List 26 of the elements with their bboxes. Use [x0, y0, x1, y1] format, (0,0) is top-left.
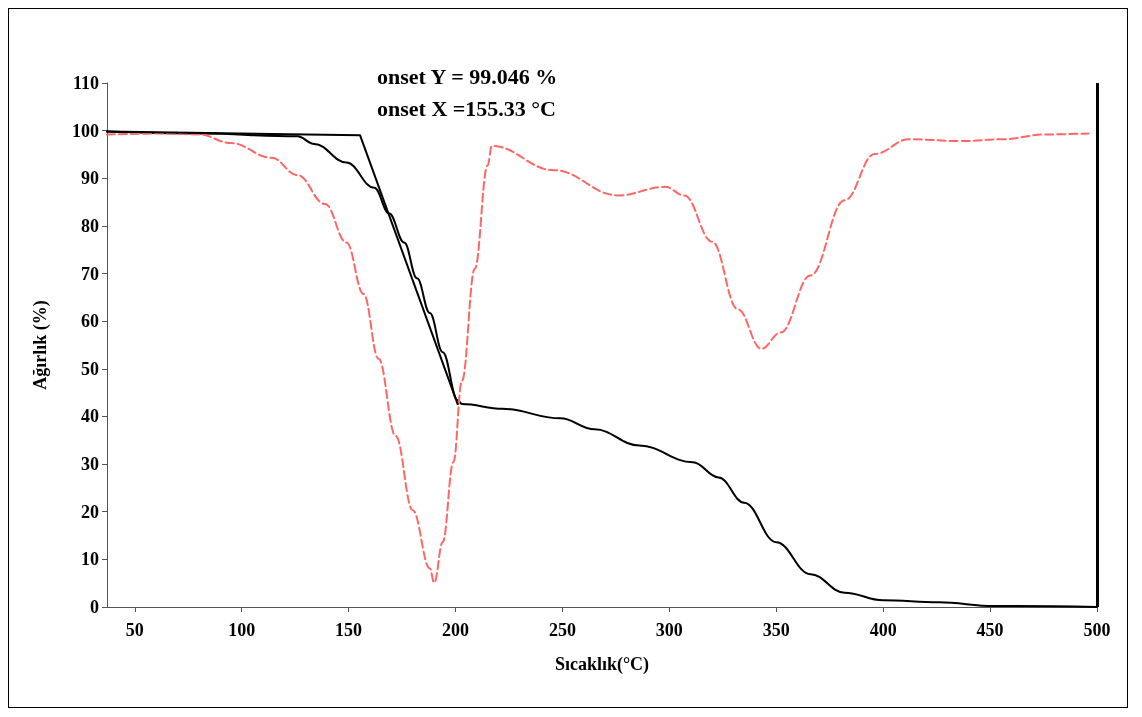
x-tick-label: 250	[548, 620, 576, 640]
y-tick-label: 30	[81, 454, 99, 475]
x-tick-label: 200	[442, 620, 470, 640]
y-tick-label: 10	[81, 549, 99, 570]
y-tick-label: 80	[81, 215, 99, 236]
y-tick-label: 20	[81, 501, 99, 522]
y-tick-label: 100	[72, 120, 99, 141]
x-tick-label: 300	[655, 620, 683, 640]
y-tick-label: 40	[81, 406, 99, 427]
y-tick-label: 0	[90, 597, 99, 617]
x-tick-label: 500	[1083, 620, 1111, 640]
x-tick-label: 50	[125, 620, 144, 640]
y-tick-label: 110	[72, 73, 99, 93]
x-tick-label: 350	[762, 620, 790, 640]
x-tick-label: 100	[228, 620, 256, 640]
x-axis-title: Sıcaklık(°C)	[554, 654, 650, 675]
x-tick-label: 150	[335, 620, 363, 640]
y-tick-label: 60	[81, 311, 99, 332]
annotation: onset X =155.33 °C	[377, 95, 556, 121]
y-axis-title: Ağırlık (%)	[30, 300, 51, 390]
y-tick-label: 50	[81, 358, 99, 379]
annotation: onset Y = 99.046 %	[377, 63, 558, 89]
x-tick-label: 400	[869, 620, 897, 640]
y-tick-label: 90	[81, 168, 99, 189]
y-tick-label: 70	[81, 263, 99, 284]
x-tick-label: 450	[976, 620, 1004, 640]
